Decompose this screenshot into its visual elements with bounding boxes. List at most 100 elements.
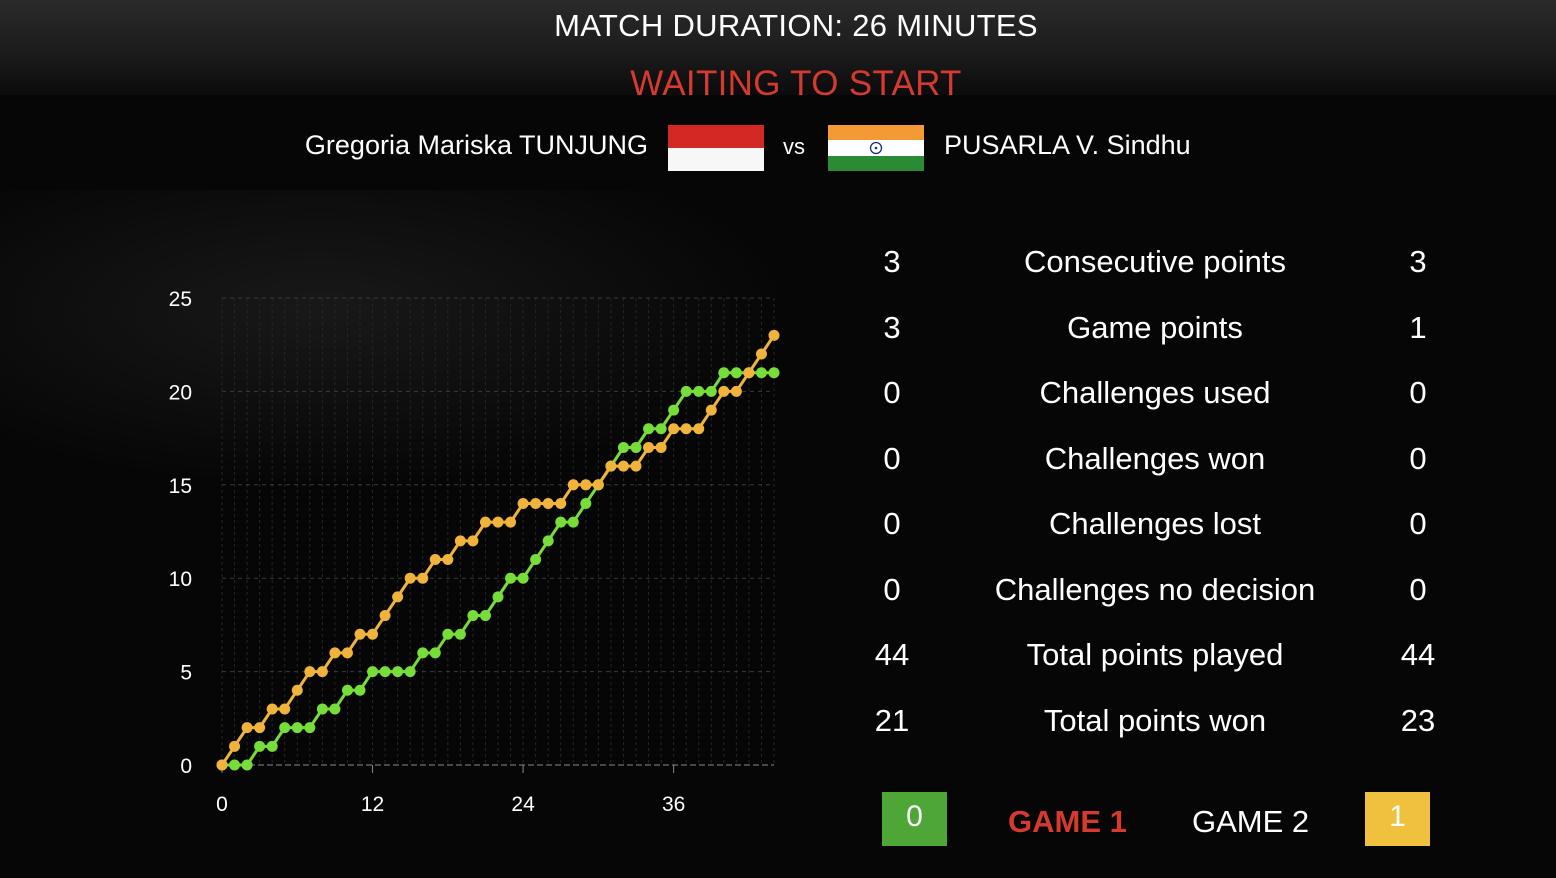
series-0-point: [755, 367, 767, 379]
stat-right-value: 0: [1409, 375, 1427, 410]
stat-left-value: 21: [874, 702, 910, 738]
series-0-point: [442, 628, 454, 640]
series-0-point: [304, 722, 316, 734]
series-0-point: [392, 666, 404, 678]
series-1-point: [718, 385, 730, 397]
series-0-point: [580, 497, 592, 509]
header-background: [0, 0, 1556, 95]
series-1-point: [417, 572, 429, 584]
right-games-won-box: 1: [1365, 792, 1430, 846]
series-1-point: [341, 647, 353, 659]
series-1-point: [605, 460, 617, 472]
y-tick-label: 20: [169, 381, 192, 404]
left-games-won: 0: [906, 800, 923, 833]
right-games-won: 1: [1389, 800, 1406, 833]
series-1-point: [467, 535, 479, 547]
series-0-point: [479, 610, 491, 622]
stat-row: 21 Total points won 23: [850, 689, 1470, 755]
series-0-point: [630, 441, 642, 453]
series-1-point: [530, 497, 542, 509]
series-0-point: [542, 535, 554, 547]
chart-svg: 0 5 10 15 20 25 0 12 24 36: [169, 288, 780, 816]
series-1-point: [291, 684, 303, 696]
stat-left-value: 44: [874, 637, 910, 672]
series-1-point: [279, 703, 291, 715]
series-1-point: [617, 460, 629, 472]
stat-row: 0 Challenges won 0: [850, 427, 1470, 493]
game-2-tab[interactable]: GAME 2: [1192, 804, 1310, 839]
series-0-point: [505, 572, 517, 584]
series-0-point: [530, 554, 542, 566]
series-0-point: [367, 666, 379, 678]
series-1-point: [392, 591, 404, 603]
series-0-point: [655, 423, 667, 435]
player-left-name: Gregoria Mariska TUNJUNG: [304, 130, 648, 160]
stat-left-value: 3: [883, 309, 901, 345]
stat-left-value: 3: [883, 244, 901, 279]
series-1-point: [354, 628, 366, 640]
match-status: WAITING TO START: [630, 64, 962, 103]
stat-right-value: 44: [1400, 637, 1436, 672]
series-0-point: [341, 684, 353, 696]
series-0-point: [404, 666, 416, 678]
series-1-point: [580, 479, 592, 491]
series-0-point: [555, 516, 567, 528]
series-1-point: [555, 497, 567, 509]
series-0-point: [730, 367, 742, 379]
series-1-point: [505, 516, 517, 528]
game-1-tab[interactable]: GAME 1: [1008, 804, 1127, 839]
series-1-point: [668, 423, 680, 435]
series-1-point: [404, 572, 416, 584]
series-0-point: [354, 684, 366, 696]
series-0-point: [680, 385, 692, 397]
stat-right-value: 3: [1409, 244, 1427, 279]
series-1-point: [329, 647, 341, 659]
x-tick-label: 24: [511, 793, 535, 816]
series-0-point: [254, 740, 266, 752]
stat-left-value: 0: [883, 440, 901, 476]
stat-row: 44 Total points played 44: [850, 623, 1470, 689]
y-tick-label: 15: [169, 475, 192, 498]
series-1-point: [429, 554, 441, 566]
stat-right-value: 0: [1409, 506, 1427, 541]
y-tick-label: 5: [180, 662, 192, 685]
stat-left-value: 0: [883, 571, 901, 607]
series-0-point: [492, 591, 504, 603]
series-1-point: [730, 385, 742, 397]
indonesia-flag-icon: [668, 125, 764, 171]
stat-label: Challenges no decision: [994, 571, 1316, 607]
series-1-point: [643, 441, 655, 453]
series-0-point: [266, 740, 278, 752]
india-flag-icon: [828, 125, 924, 171]
series-1-point: [241, 722, 253, 734]
series-1-point: [655, 441, 667, 453]
series-0-point: [279, 722, 291, 734]
series-1-point: [592, 479, 604, 491]
series-0-point: [567, 516, 579, 528]
stat-right-value: 0: [1409, 571, 1427, 607]
series-0-point: [693, 385, 705, 397]
series-0-point: [643, 423, 655, 435]
left-games-won-box: 0: [882, 792, 947, 846]
series-0-point: [705, 385, 717, 397]
series-0-point: [316, 703, 328, 715]
series-0-point: [429, 647, 441, 659]
series-1-point: [567, 479, 579, 491]
stat-label: Challenges used: [1039, 375, 1271, 410]
series-1-point: [630, 460, 642, 472]
series-0-point: [417, 647, 429, 659]
series-1-point: [379, 610, 391, 622]
score-progression-chart: 0 5 10 15 20 25 0 12 24 36: [150, 270, 800, 830]
series-1-point: [768, 329, 780, 341]
series-1-point: [755, 348, 767, 360]
series-1-point: [492, 516, 504, 528]
series-1-point: [542, 497, 554, 509]
stat-right-value: 23: [1400, 702, 1436, 738]
stat-label: Total points played: [1026, 637, 1284, 672]
series-1-point: [254, 722, 266, 734]
series-0-point: [668, 404, 680, 416]
series-0-point: [517, 572, 529, 584]
stat-row: 3 Consecutive points 3: [850, 230, 1470, 296]
x-tick-label: 36: [662, 793, 685, 816]
series-0-point: [379, 666, 391, 678]
